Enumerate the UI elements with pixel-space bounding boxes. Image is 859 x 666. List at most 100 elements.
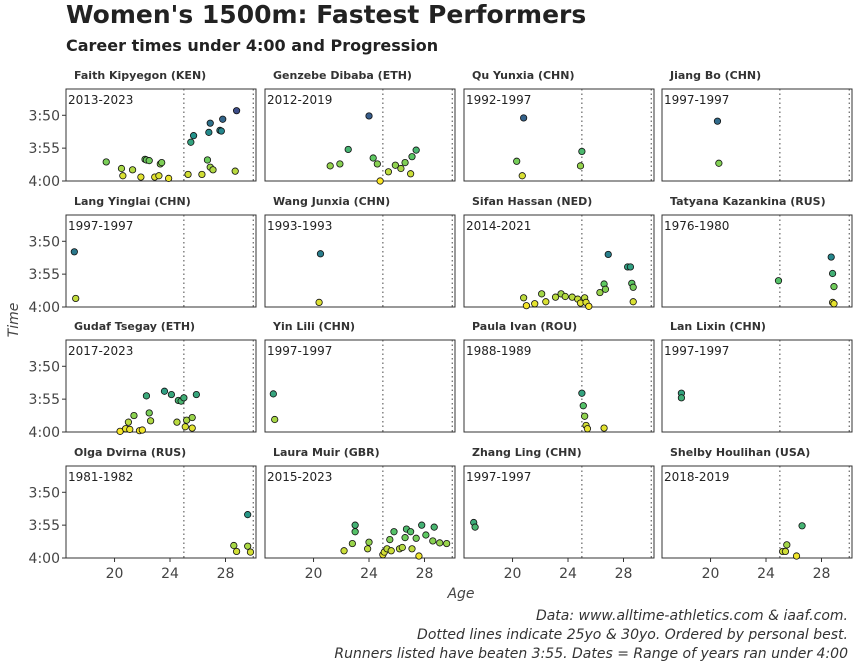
data-point <box>145 409 153 417</box>
facet-panel: Wang Junxia (CHN) 1993-1993 <box>264 195 456 308</box>
data-point <box>774 277 783 285</box>
facet-panel: Genzebe Dibaba (ETH) 2012-2019 <box>264 69 456 185</box>
x-tick-label: 24 <box>161 566 179 582</box>
facet-panel: Olga Dvirna (RUS) 1981-1982 3:50 3:55 4:00 20… <box>29 446 257 582</box>
data-point <box>386 535 394 544</box>
facet-strip-label: Laura Muir (GBR) <box>273 446 380 459</box>
data-point <box>316 250 325 258</box>
year-range-label: 2013-2023 <box>68 93 133 107</box>
data-point <box>629 298 637 306</box>
data-point <box>561 292 569 301</box>
data-point <box>387 547 395 555</box>
y-tick-label: 3:50 <box>29 485 60 501</box>
data-point <box>146 417 155 425</box>
data-point <box>188 413 196 422</box>
x-tick-label: 24 <box>757 566 775 582</box>
facet-panel: Laura Muir (GBR) 2015-2023 20 24 28 <box>264 446 456 582</box>
data-point <box>72 294 80 303</box>
data-point <box>373 160 381 168</box>
data-point <box>230 541 238 550</box>
panel-border <box>65 214 257 308</box>
facet-strip-label: Yin Lili (CHN) <box>272 320 355 333</box>
x-tick-label: 28 <box>416 566 434 582</box>
data-point <box>351 521 359 529</box>
data-point <box>583 425 592 433</box>
data-point <box>173 418 181 426</box>
facet-panel: Zhang Ling (CHN) 1997-1997 20 24 28 <box>463 446 655 582</box>
data-point <box>830 283 838 291</box>
panel-border <box>463 339 655 433</box>
data-point <box>209 166 217 174</box>
x-tick-label: 28 <box>217 566 235 582</box>
facet-panel: Paula Ivan (ROU) 1988-1989 <box>463 320 655 433</box>
facet-panel: Tatyana Kazankina (RUS) 1976-1980 <box>661 195 853 308</box>
year-range-label: 1997-1997 <box>68 219 133 233</box>
data-point <box>585 302 593 310</box>
data-point <box>219 115 227 123</box>
year-range-label: 1997-1997 <box>664 93 729 107</box>
facet-strip-label: Genzebe Dibaba (ETH) <box>273 69 412 82</box>
caption-line-1: Data: www.alltime-athletics.com & iaaf.c… <box>536 608 848 624</box>
data-point <box>158 159 166 167</box>
year-range-label: 2015-2023 <box>267 470 332 484</box>
data-point <box>351 528 359 536</box>
panel-border <box>661 465 853 559</box>
y-tick-label: 3:50 <box>29 108 60 124</box>
data-point <box>415 552 423 560</box>
data-point <box>412 146 420 154</box>
year-range-label: 1981-1982 <box>68 470 133 484</box>
data-point <box>827 253 835 261</box>
data-point <box>326 162 334 170</box>
panel-border <box>65 339 257 433</box>
data-point <box>189 132 198 140</box>
data-point <box>217 127 225 135</box>
data-point <box>520 114 528 122</box>
data-point <box>206 119 214 127</box>
panel-border <box>65 465 257 559</box>
facet-strip-label: Zhang Ling (CHN) <box>472 446 582 459</box>
y-tick-label: 4:00 <box>29 174 60 190</box>
facet-strip-label: Qu Yunxia (CHN) <box>472 69 575 82</box>
data-point <box>155 172 163 180</box>
data-point <box>391 161 399 169</box>
facet-panel: Sifan Hassan (NED) 2014-2021 <box>463 195 655 310</box>
data-point <box>184 170 192 179</box>
x-tick-label: 28 <box>615 566 633 582</box>
data-point <box>70 248 78 256</box>
y-tick-label: 3:50 <box>29 359 60 375</box>
data-point <box>412 534 420 542</box>
data-point <box>246 548 255 556</box>
data-point <box>578 389 586 397</box>
year-range-label: 1993-1993 <box>267 219 332 233</box>
data-point <box>269 390 277 398</box>
y-axis-label: Time <box>6 303 22 338</box>
data-point <box>271 415 279 424</box>
data-point <box>398 543 406 552</box>
data-point <box>244 511 252 519</box>
y-tick-label: 3:55 <box>29 518 60 534</box>
facet-strip-label: Jiang Bo (CHN) <box>669 69 761 82</box>
data-point <box>783 541 791 549</box>
data-point <box>198 170 206 179</box>
panel-border <box>463 88 655 182</box>
panel-border <box>661 88 853 182</box>
data-point <box>205 128 213 136</box>
data-point <box>578 147 586 156</box>
data-point <box>160 387 169 395</box>
data-point <box>443 539 451 548</box>
data-point <box>604 250 612 259</box>
facet-panel: Gudaf Tsegay (ETH) 2017-2023 3:50 3:55 4:00 <box>29 320 257 441</box>
facet-strip-label: Wang Junxia (CHN) <box>273 195 390 208</box>
data-point <box>165 174 173 182</box>
data-point <box>677 394 686 402</box>
x-tick-label: 20 <box>305 566 323 582</box>
data-point <box>397 164 405 173</box>
data-point <box>828 269 837 278</box>
data-point <box>231 167 239 175</box>
facet-panel: Lang Yinglai (CHN) 1997-1997 3:50 3:55 4:00 <box>29 195 257 316</box>
caption-line-3: Runners listed have beaten 3:55. Dates =… <box>334 646 848 662</box>
data-point <box>142 392 151 400</box>
x-axis-label: Age <box>446 586 474 602</box>
data-point <box>137 173 145 181</box>
data-point <box>232 107 241 115</box>
